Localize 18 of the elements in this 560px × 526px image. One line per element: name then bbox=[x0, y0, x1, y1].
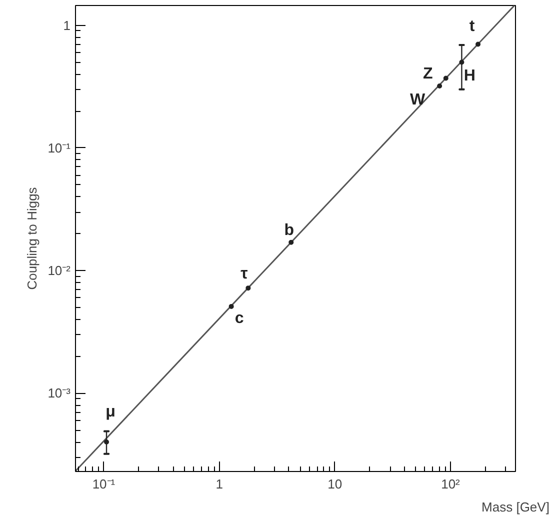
y-tick-label: 10⁻² bbox=[48, 263, 72, 278]
x-tick-label: 10² bbox=[441, 476, 461, 492]
annotation: c bbox=[234, 310, 244, 327]
y-axis-title: Coupling to Higgs bbox=[24, 186, 40, 290]
x-tick-label: 10 bbox=[328, 476, 342, 492]
annotation: μ bbox=[106, 404, 116, 421]
x-tick-label: 1 bbox=[216, 476, 223, 492]
annotation: Z bbox=[422, 66, 433, 83]
x-axis-title: Mass [GeV] bbox=[482, 500, 550, 514]
annotation: b bbox=[284, 222, 294, 239]
y-tick-label: 1 bbox=[63, 18, 71, 33]
y-tick-label: 10⁻¹ bbox=[48, 140, 72, 156]
annotation: W bbox=[410, 91, 426, 108]
annotation: t bbox=[469, 18, 476, 35]
x-tick-label: 10⁻¹ bbox=[92, 476, 116, 492]
annotation: H bbox=[464, 68, 476, 85]
y-tick-label: 10⁻³ bbox=[48, 386, 72, 401]
annotation: τ bbox=[240, 266, 248, 283]
